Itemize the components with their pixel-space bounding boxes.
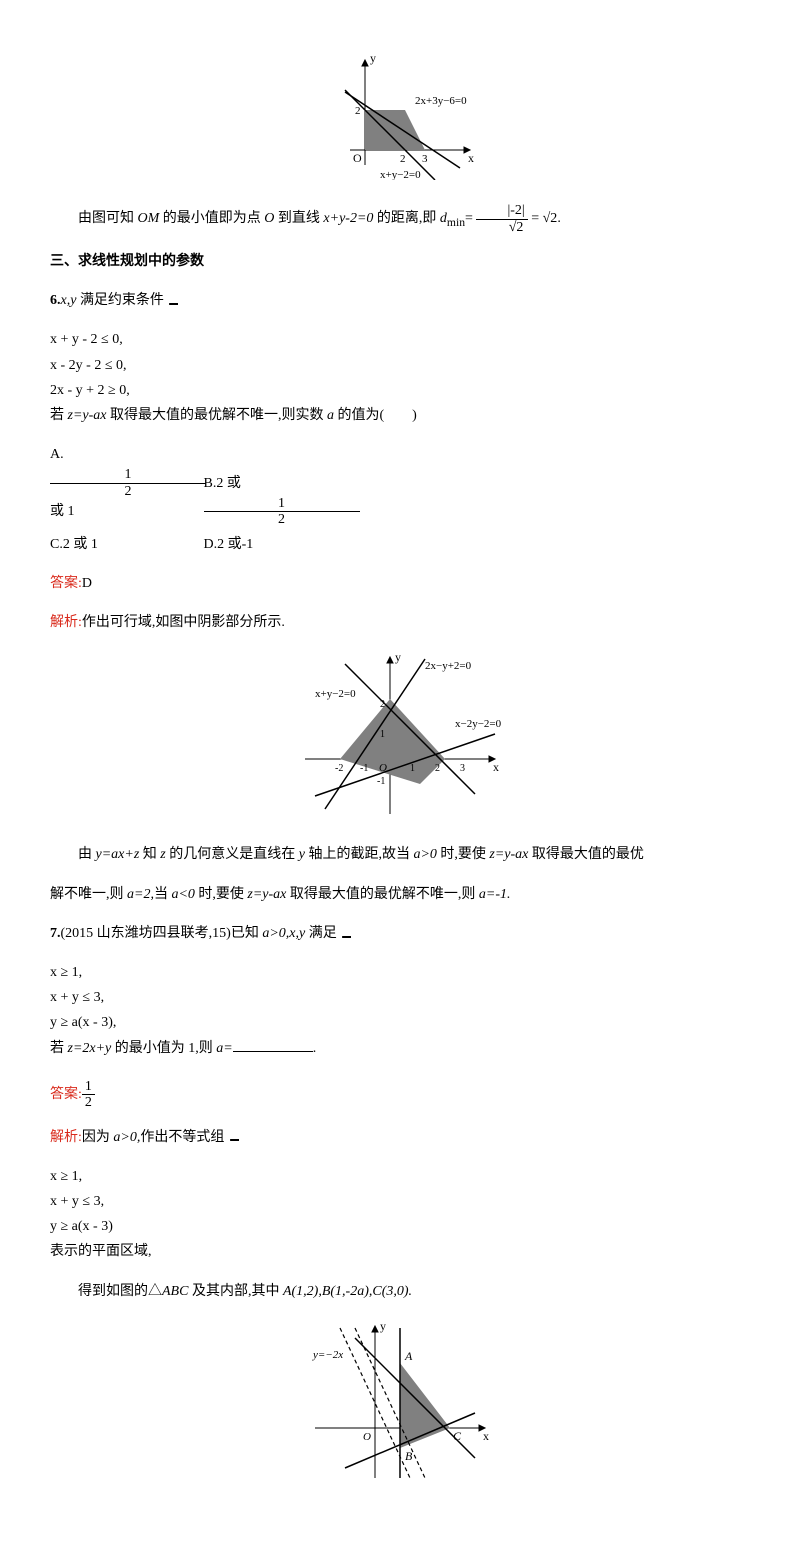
question-7: 7.(2015 山东潍坊四县联考,15)已知 a>0,x,y 满足 <box>50 921 750 946</box>
svg-text:x−2y−2=0: x−2y−2=0 <box>455 718 502 730</box>
fig1-y-label: y <box>370 51 376 65</box>
fig1-xtick-3: 3 <box>422 153 428 165</box>
analysis-6: 解析:作出可行域,如图中阴影部分所示. <box>50 610 750 635</box>
fig1-x-label: x <box>468 151 474 165</box>
fig1-svg: y x O 2 2 3 2x+3y−6=0 x+y−2=0 <box>320 50 480 180</box>
q7-blank[interactable] <box>233 1037 313 1052</box>
figure-1: y x O 2 2 3 2x+3y−6=0 x+y−2=0 <box>50 50 750 189</box>
svg-text:2: 2 <box>380 699 385 710</box>
q6-optC[interactable]: C.2 或 1 <box>50 532 200 557</box>
fig1-origin: O <box>353 151 362 165</box>
answer-7: 答案:12 <box>50 1079 750 1111</box>
fig1-xtick-2: 2 <box>400 153 406 165</box>
fig2-svg: y x O 2x−y+2=0 x+y−2=0 x−2y−2=0 -2 -1 1 … <box>295 649 505 819</box>
svg-text:-1: -1 <box>377 776 385 787</box>
frac-dmin: |-2| √2 <box>476 203 527 235</box>
svg-text:C: C <box>453 1429 462 1443</box>
q6-options-row2: C.2 或 1 D.2 或-1 <box>50 532 750 557</box>
svg-text:A: A <box>404 1349 413 1363</box>
svg-text:1: 1 <box>380 729 385 740</box>
fig3-svg: y x O y=−2x A B C <box>305 1318 495 1483</box>
svg-text:2x−y+2=0: 2x−y+2=0 <box>425 660 472 672</box>
svg-text:O: O <box>379 762 387 774</box>
fig1-line2: x+y−2=0 <box>380 169 421 180</box>
q6-optD[interactable]: D.2 或-1 <box>204 532 354 557</box>
svg-text:O: O <box>363 1431 371 1443</box>
para-om-min: 由图可知 OM 的最小值即为点 O 到直线 x+y-2=0 的距离,即 dmin… <box>50 203 750 235</box>
svg-text:1: 1 <box>410 763 415 774</box>
figure-2: y x O 2x−y+2=0 x+y−2=0 x−2y−2=0 -2 -1 1 … <box>50 649 750 828</box>
analysis-7b: 得到如图的△ABC 及其内部,其中 A(1,2),B(1,-2a),C(3,0)… <box>50 1279 750 1304</box>
svg-text:y=−2x: y=−2x <box>312 1349 343 1361</box>
fig1-ytick: 2 <box>355 105 361 117</box>
analysis-6a: 由 y=ax+z 知 z 的几何意义是直线在 y 轴上的截距,故当 a>0 时,… <box>50 842 750 867</box>
svg-text:B: B <box>405 1449 413 1463</box>
svg-text:x+y−2=0: x+y−2=0 <box>315 688 356 700</box>
svg-text:y: y <box>395 650 401 664</box>
svg-text:-1: -1 <box>360 763 368 774</box>
svg-text:-2: -2 <box>335 763 343 774</box>
figure-3: y x O y=−2x A B C <box>50 1318 750 1492</box>
q6-optA[interactable]: A.12或 1 <box>50 442 200 524</box>
answer-6: 答案:D <box>50 571 750 596</box>
q6-options: A.12或 1 B.2 或 12 <box>50 442 750 528</box>
svg-text:y: y <box>380 1319 386 1333</box>
svg-text:2: 2 <box>435 763 440 774</box>
fig1-line1: 2x+3y−6=0 <box>415 95 467 107</box>
q6-optB[interactable]: B.2 或 12 <box>204 471 354 528</box>
question-6: 6.x,y 满足约束条件 <box>50 288 750 313</box>
analysis-7: 解析:因为 a>0,作出不等式组 <box>50 1125 750 1150</box>
svg-text:x: x <box>483 1429 489 1443</box>
analysis-6b: 解不唯一,则 a=2,当 a<0 时,要使 z=y-ax 取得最大值的最优解不唯… <box>50 882 750 907</box>
section-3-heading: 三、求线性规划中的参数 <box>50 249 750 274</box>
svg-text:3: 3 <box>460 763 465 774</box>
svg-text:x: x <box>493 760 499 774</box>
